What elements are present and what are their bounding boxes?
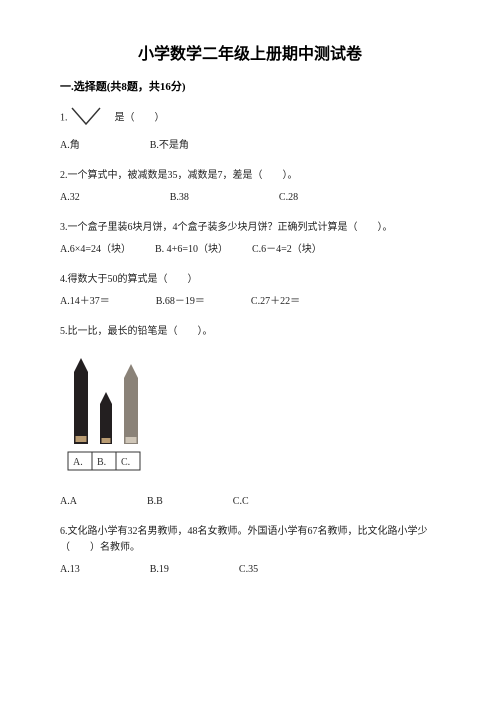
svg-text:B.: B. bbox=[97, 457, 106, 468]
q4-optA: A.14＋37＝ bbox=[60, 294, 110, 310]
q6-optA: A.13 bbox=[60, 562, 80, 578]
question-5: 5.比一比，最长的铅笔是（ ）。 A. B. bbox=[60, 324, 440, 510]
q5-stem: 5.比一比，最长的铅笔是（ ）。 bbox=[60, 324, 440, 340]
q1-prefix: 1. bbox=[60, 112, 68, 123]
svg-text:C.: C. bbox=[121, 457, 130, 468]
q3-optC: C.6－4=2（块） bbox=[252, 242, 322, 258]
q3-optB: B. 4+6=10（块） bbox=[155, 242, 228, 258]
q6-optC: C.35 bbox=[239, 562, 258, 578]
q1-optB: B.不是角 bbox=[150, 138, 189, 154]
q5-options: A.A B.B C.C bbox=[60, 494, 440, 510]
q3-stem: 3.一个盒子里装6块月饼，4个盒子装多少块月饼？正确列式计算是（ ）。 bbox=[60, 220, 440, 236]
question-6: 6.文化路小学有32名男教师，48名女教师。外国语小学有67名教师，比文化路小学… bbox=[60, 524, 440, 578]
q3-options: A.6×4=24（块） B. 4+6=10（块） C.6－4=2（块） bbox=[60, 242, 440, 258]
q2-optA: A.32 bbox=[60, 190, 80, 206]
q6-options: A.13 B.19 C.35 bbox=[60, 562, 440, 578]
q1-stem: 1. 是（ ） bbox=[60, 104, 440, 132]
q5-optB: B.B bbox=[147, 494, 163, 510]
q6-optB: B.19 bbox=[150, 562, 169, 578]
q4-optC: C.27＋22＝ bbox=[251, 294, 300, 310]
section-header-1: 一.选择题(共8题，共16分) bbox=[60, 78, 440, 94]
q4-options: A.14＋37＝ B.68－19＝ C.27＋22＝ bbox=[60, 294, 440, 310]
exam-page: 小学数学二年级上册期中测试卷 一.选择题(共8题，共16分) 1. 是（ ） A… bbox=[0, 0, 500, 707]
svg-text:A.: A. bbox=[73, 457, 83, 468]
question-4: 4.得数大于50的算式是（ ） A.14＋37＝ B.68－19＝ C.27＋2… bbox=[60, 272, 440, 310]
q5-optC: C.C bbox=[233, 494, 249, 510]
q6-stem: 6.文化路小学有32名男教师，48名女教师。外国语小学有67名教师，比文化路小学… bbox=[60, 524, 440, 556]
q1-suffix: 是（ ） bbox=[115, 112, 165, 123]
pencils-diagram: A. B. C. bbox=[60, 348, 440, 484]
question-2: 2.一个算式中，被减数是35，减数是7，差是（ ）。 A.32 B.38 C.2… bbox=[60, 168, 440, 206]
q3-optA: A.6×4=24（块） bbox=[60, 242, 131, 258]
q4-stem: 4.得数大于50的算式是（ ） bbox=[60, 272, 440, 288]
q1-optA: A.角 bbox=[60, 138, 80, 154]
page-title: 小学数学二年级上册期中测试卷 bbox=[60, 40, 440, 64]
q2-options: A.32 B.38 C.28 bbox=[60, 190, 440, 206]
question-3: 3.一个盒子里装6块月饼，4个盒子装多少块月饼？正确列式计算是（ ）。 A.6×… bbox=[60, 220, 440, 258]
q5-optA: A.A bbox=[60, 494, 77, 510]
q4-optB: B.68－19＝ bbox=[156, 294, 205, 310]
q1-options: A.角 B.不是角 bbox=[60, 138, 440, 154]
q2-optC: C.28 bbox=[279, 190, 298, 206]
q2-stem: 2.一个算式中，被减数是35，减数是7，差是（ ）。 bbox=[60, 168, 440, 184]
question-1: 1. 是（ ） A.角 B.不是角 bbox=[60, 104, 440, 154]
q2-optB: B.38 bbox=[170, 190, 189, 206]
pencils-svg: A. B. C. bbox=[60, 348, 160, 478]
angle-icon bbox=[70, 104, 112, 132]
